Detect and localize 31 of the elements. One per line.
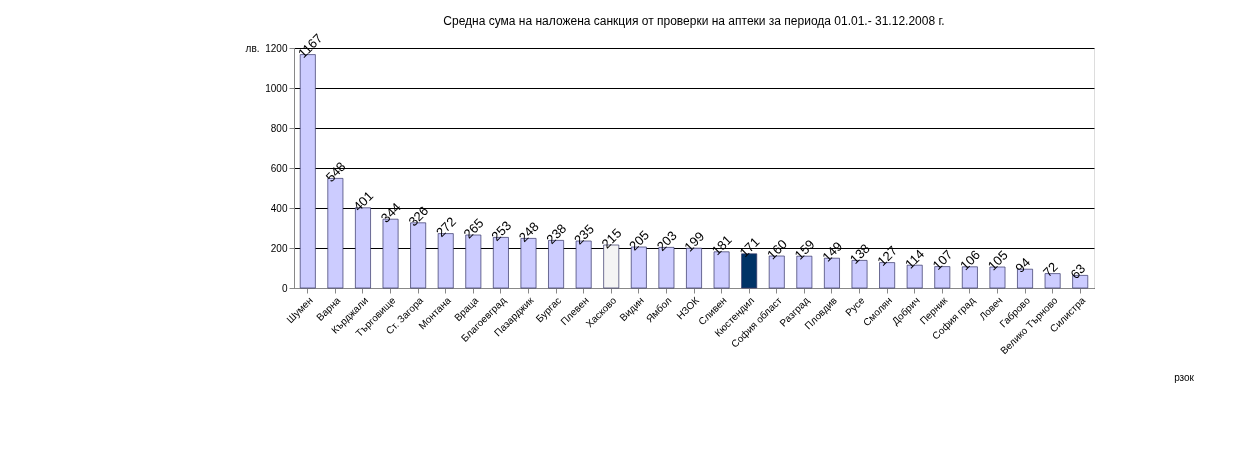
data-label: 215 [598,225,625,252]
data-label: 105 [984,247,1011,274]
data-label: 114 [901,246,928,272]
data-label: 253 [488,217,515,244]
data-label: 149 [819,238,846,265]
data-label: 106 [957,247,984,274]
y-axis-title: лв. [245,42,260,54]
y-tick-label: 600 [270,162,288,174]
data-label: 238 [543,220,570,247]
data-label: 199 [681,228,708,255]
text: рзок [1174,372,1195,383]
data-label: 203 [653,227,680,254]
data-label: 326 [405,203,432,230]
data-label: 171 [736,234,763,261]
data-label: 272 [433,214,459,240]
data-label: 401 [350,188,377,215]
chart-title: Средна сума на наложена санкция от проверки на аптеки за периода 01.01.- 31.12.2008 г. [443,14,945,28]
y-tick-label: 1000 [265,82,288,94]
data-label: 72 [1039,259,1061,280]
y-tick-label: 800 [270,122,288,134]
data-label: 63 [1067,260,1089,282]
data-label: 265 [460,215,487,242]
data-label: 205 [626,227,653,254]
data-label: 94 [1012,254,1034,276]
y-tick-label: 200 [270,242,288,254]
y-tick-label: 400 [270,202,288,214]
y-tick-label: 1200 [265,42,288,54]
data-label: 107 [929,247,956,273]
y-tick-label: 0 [281,282,288,294]
data-label: 235 [570,221,597,248]
data-label: 248 [515,218,542,245]
